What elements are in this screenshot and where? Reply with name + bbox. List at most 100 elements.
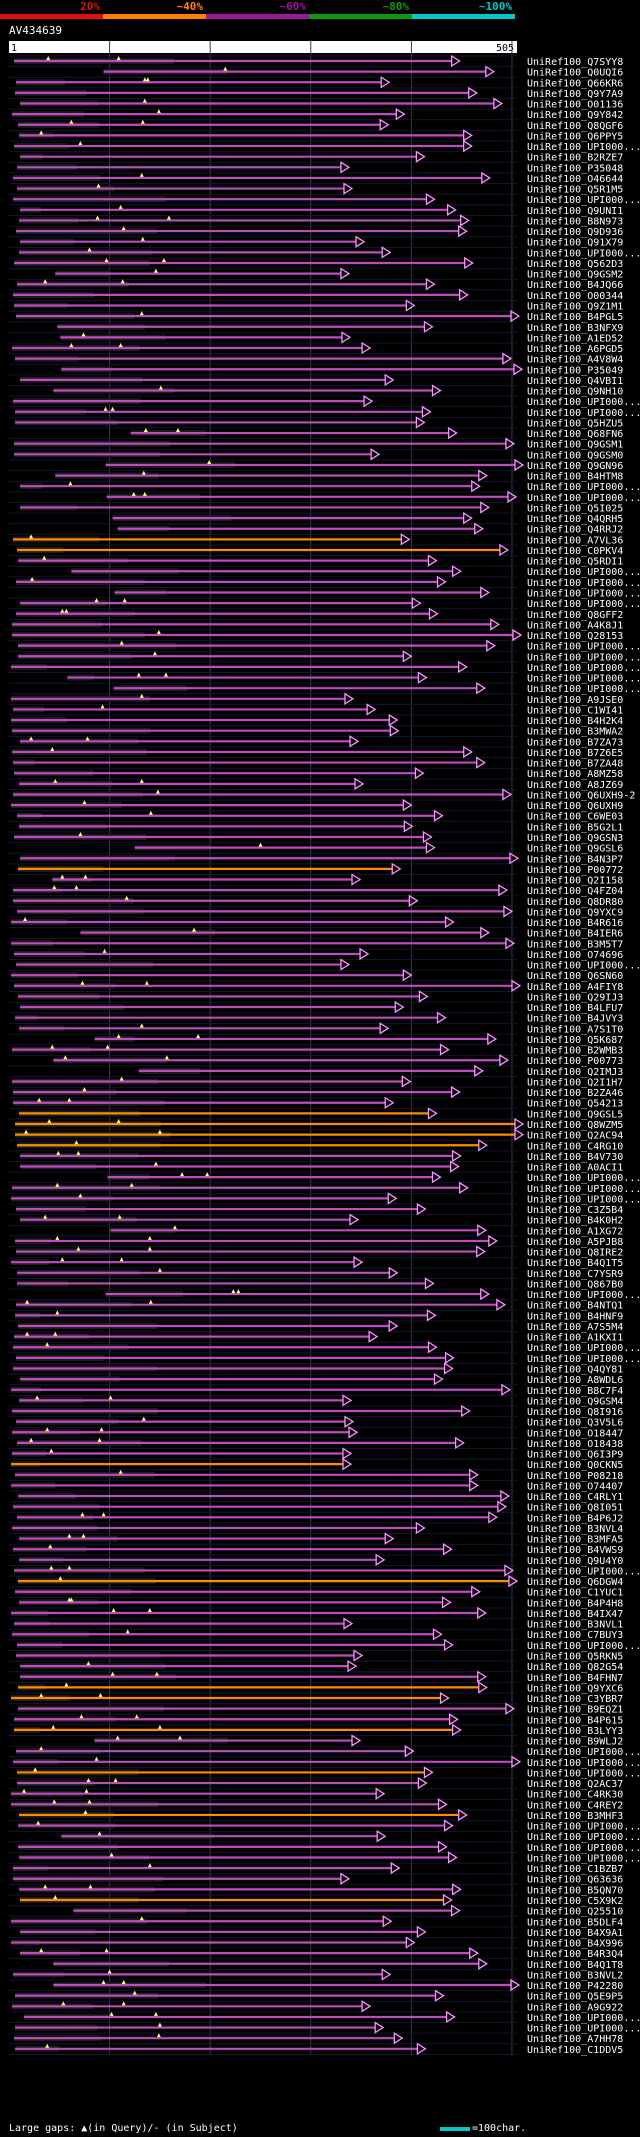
hit-row[interactable]: UniRef100_Q4FZ04 <box>13 883 623 897</box>
hit-row[interactable]: UniRef100_A1XG72 <box>110 1224 624 1237</box>
hit-label[interactable]: UniRef100_B3LYY3 <box>527 1726 623 1737</box>
hit-row[interactable]: UniRef100_Q0CKN5 <box>11 1457 623 1471</box>
hit-row[interactable]: UniRef100_A1KXI1 <box>14 1330 623 1344</box>
hit-row[interactable]: UniRef100_UPI000... <box>24 2010 640 2024</box>
hit-label[interactable]: UniRef100_A1ED52 <box>527 333 623 344</box>
hit-row[interactable]: UniRef100_Q9GSM1 <box>14 437 623 451</box>
hit-row[interactable]: UniRef100_B2RZE7 <box>20 150 623 164</box>
hit-label[interactable]: UniRef100_Q66KR6 <box>527 78 623 89</box>
hit-row[interactable]: UniRef100_Q9YXC9 <box>17 905 623 918</box>
hit-row[interactable]: UniRef100_Q3V5L6 <box>16 1415 623 1429</box>
hit-row[interactable]: UniRef100_UPI000... <box>106 490 640 504</box>
hit-label[interactable]: UniRef100_B8N973 <box>527 216 623 227</box>
hit-row[interactable]: UniRef100_Q8I051 <box>13 1500 623 1514</box>
hit-row[interactable]: UniRef100_C4RLY1 <box>18 1489 623 1503</box>
hit-row[interactable]: UniRef100_C1DDV5 <box>15 2042 623 2056</box>
hit-label[interactable]: UniRef100_A7S5M4 <box>527 1322 623 1333</box>
hit-row[interactable]: UniRef100_B4H2K4 <box>11 713 623 727</box>
hit-row[interactable]: UniRef100_Q28153 <box>12 628 623 642</box>
hit-row[interactable]: UniRef100_A7S5M4 <box>18 1319 623 1333</box>
hit-label[interactable]: UniRef100_C1YUC1 <box>527 1588 623 1599</box>
hit-row[interactable]: UniRef100_B3MHF3 <box>19 1808 623 1822</box>
hit-row[interactable]: UniRef100_Q9GSN3 <box>14 830 623 844</box>
hit-row[interactable]: UniRef100_Q6DGW4 <box>18 1574 623 1588</box>
hit-row[interactable]: UniRef100_Q562D3 <box>14 256 623 270</box>
hit-label[interactable]: UniRef100_P00772 <box>527 865 623 876</box>
hit-row[interactable]: UniRef100_Q4QRH5 <box>112 511 624 525</box>
hit-row[interactable]: UniRef100_C1YUC1 <box>15 1585 623 1599</box>
hit-row[interactable]: UniRef100_B5DLF4 <box>11 1915 623 1928</box>
hit-row[interactable]: UniRef100_Q4RRJ2 <box>117 522 624 536</box>
hit-label[interactable]: UniRef100_B4NTQ1 <box>527 1301 623 1312</box>
hit-row[interactable]: UniRef100_Q9GSL6 <box>134 841 624 855</box>
hit-row[interactable]: UniRef100_B4R3Q4 <box>20 1946 623 1960</box>
hit-label[interactable]: UniRef100_P35048 <box>527 163 623 174</box>
hit-label[interactable]: UniRef100_B3MWA2 <box>527 727 623 738</box>
hit-row[interactable]: UniRef100_Q4VBI1 <box>20 373 623 387</box>
hit-row[interactable]: UniRef100_Q9YXC6 <box>18 1681 623 1694</box>
hit-label[interactable]: UniRef100_B3MHF3 <box>527 1811 623 1822</box>
hit-label[interactable]: UniRef100_B4PGL5 <box>527 312 623 323</box>
hit-label[interactable]: UniRef100_B4H2K4 <box>527 716 623 727</box>
hit-label[interactable]: UniRef100_B4Q1T5 <box>527 1258 623 1269</box>
hit-label[interactable]: UniRef100_Q9U4Y0 <box>527 1556 623 1567</box>
hit-row[interactable]: UniRef100_Q9GN96 <box>105 458 624 472</box>
hit-row[interactable]: UniRef100_B2ZA46 <box>13 1085 623 1099</box>
hit-label[interactable]: UniRef100_Q9UNI1 <box>527 206 623 217</box>
hit-row[interactable]: UniRef100_P00772 <box>18 862 623 876</box>
hit-label[interactable]: UniRef100_C5X9K2 <box>527 1896 623 1907</box>
hit-row[interactable]: UniRef100_UPI000... <box>18 650 640 663</box>
hit-label[interactable]: UniRef100_P08218 <box>527 1471 623 1482</box>
hit-row[interactable]: UniRef100_Q5I025 <box>20 501 623 514</box>
hit-label[interactable]: UniRef100_Q9GSM2 <box>527 270 623 281</box>
hit-label[interactable]: UniRef100_Q5I025 <box>527 503 623 514</box>
hit-row[interactable]: UniRef100_B4NTQ1 <box>16 1298 623 1312</box>
hit-row[interactable]: UniRef100_Q2I158 <box>52 873 623 887</box>
hit-label[interactable]: UniRef100_Q9GSM1 <box>527 440 623 451</box>
hit-row[interactable]: UniRef100_UPI000... <box>107 1170 640 1184</box>
hit-row[interactable]: UniRef100_UPI000... <box>71 565 640 578</box>
hit-label[interactable]: UniRef100_Q8GFF2 <box>527 610 623 621</box>
hit-label[interactable]: UniRef100_O01136 <box>527 100 623 111</box>
hit-row[interactable]: UniRef100_A7HH78 <box>14 2032 623 2045</box>
hit-label[interactable]: UniRef100_Q5E9P5 <box>527 1992 623 2003</box>
hit-row[interactable]: UniRef100_UPI000... <box>18 639 640 653</box>
hit-row[interactable]: UniRef100_A9JSE0 <box>11 692 623 706</box>
hit-label[interactable]: UniRef100_Q6UXH9-2 <box>527 790 635 801</box>
hit-label[interactable]: UniRef100_A7S1T0 <box>527 1024 623 1035</box>
hit-label[interactable]: UniRef100_Q6SN60 <box>527 971 623 982</box>
hit-row[interactable]: UniRef100_Q8GFF2 <box>16 607 623 621</box>
hit-row[interactable]: UniRef100_C3YBR7 <box>11 1691 623 1705</box>
hit-row[interactable]: UniRef100_B3NVL1 <box>14 1617 623 1631</box>
hit-row[interactable]: UniRef100_A4FIY8 <box>14 979 623 993</box>
hit-row[interactable]: UniRef100_Q9Y842 <box>12 107 623 121</box>
hit-row[interactable]: UniRef100_P08218 <box>15 1468 623 1482</box>
hit-label[interactable]: UniRef100_B9WLJ2 <box>527 1737 623 1748</box>
hit-row[interactable]: UniRef100_UPI000... <box>19 1851 640 1864</box>
hit-label[interactable]: UniRef100_Q63636 <box>527 1875 623 1886</box>
hit-row[interactable]: UniRef100_Q867B0 <box>17 1277 623 1290</box>
hit-label[interactable]: UniRef100_C4REY2 <box>527 1800 623 1811</box>
hit-row[interactable]: UniRef100_Q2AC94 <box>15 1128 623 1142</box>
hit-label[interactable]: UniRef100_UPI000... <box>527 2013 640 2024</box>
hit-label[interactable]: UniRef100_B4Q1T8 <box>527 1960 623 1971</box>
hit-label[interactable]: UniRef100_O74407 <box>527 1481 623 1492</box>
hit-label[interactable]: UniRef100_C6WE03 <box>527 812 623 823</box>
hit-label[interactable]: UniRef100_Q2I1H7 <box>527 1077 623 1088</box>
hit-row[interactable]: UniRef100_Q5K687 <box>94 1032 624 1046</box>
hit-row[interactable]: UniRef100_UPI000... <box>16 1351 640 1365</box>
hit-label[interactable]: UniRef100_B2WMB3 <box>527 1046 623 1057</box>
hit-row[interactable]: UniRef100_B4P615 <box>14 1713 623 1726</box>
hit-row[interactable]: UniRef100_Q9Z1M1 <box>14 299 623 312</box>
hit-row[interactable]: UniRef100_B3NVL2 <box>13 1968 623 1981</box>
hit-row[interactable]: UniRef100_B2WMB3 <box>12 1043 623 1057</box>
hit-row[interactable]: UniRef100_O18447 <box>12 1426 623 1439</box>
hit-row[interactable]: UniRef100_C3Z5B4 <box>16 1202 623 1216</box>
hit-row[interactable]: UniRef100_UPI000... <box>17 1638 640 1652</box>
hit-label[interactable]: UniRef100_UPI000... <box>527 397 640 408</box>
hit-label[interactable]: UniRef100_P35049 <box>527 365 623 376</box>
hit-row[interactable]: UniRef100_O18438 <box>17 1436 623 1450</box>
hit-label[interactable]: UniRef100_O18438 <box>527 1439 623 1450</box>
hit-label[interactable]: UniRef100_A7VL36 <box>527 535 623 546</box>
hit-label[interactable]: UniRef100_B4V730 <box>527 1152 623 1163</box>
